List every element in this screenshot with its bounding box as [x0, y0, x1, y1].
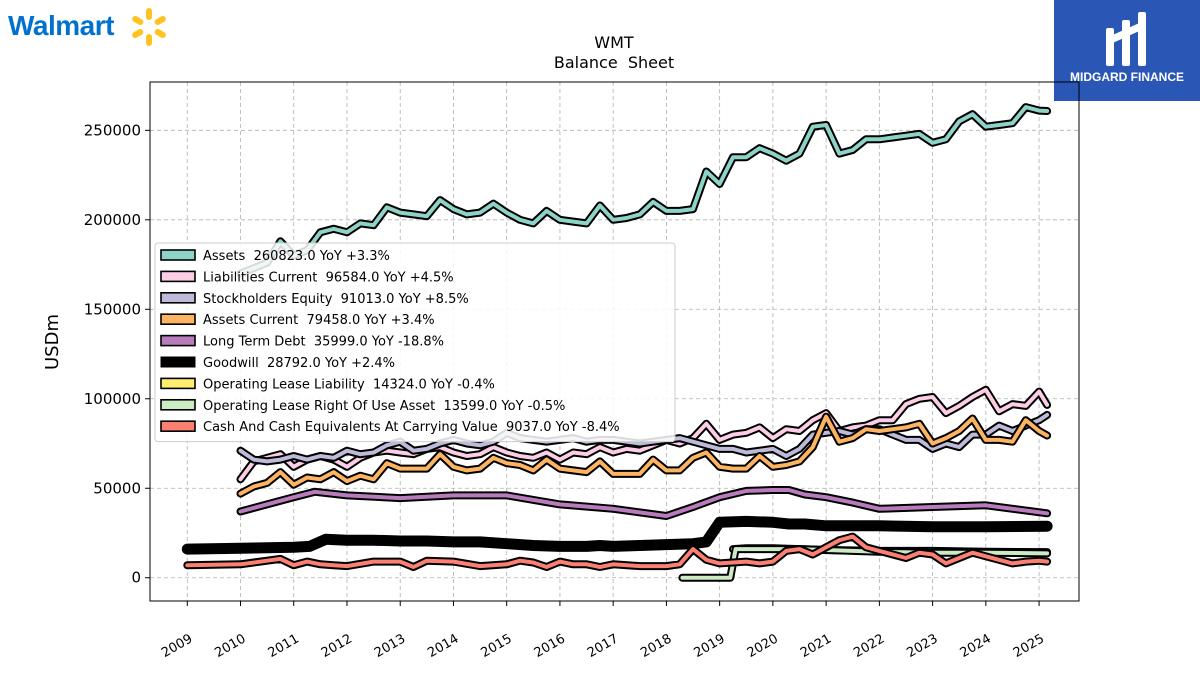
x-tick-label: 2012: [319, 631, 355, 661]
legend-swatch-0: [160, 249, 196, 261]
x-tick-label: 2010: [212, 631, 248, 661]
x-tick-label: 2011: [266, 631, 302, 661]
legend: Assets 260823.0 YoY +3.3% Liabilities Cur…: [154, 242, 676, 443]
y-tick-label: 100000: [84, 390, 141, 408]
x-tick-label: 2024: [958, 631, 994, 661]
x-tick-label: 2021: [798, 631, 834, 661]
legend-label-2: Stockholders Equity 91013.0 YoY +8.5%: [203, 292, 469, 307]
series-5-line: [183, 517, 1051, 553]
series-2: [236, 410, 1052, 466]
midgard-finance-logo: MIDGARD FINANCE: [1054, 0, 1200, 101]
x-tick-label: 2009: [159, 631, 195, 661]
series-2-line: [238, 412, 1050, 464]
y-tick-label: 250000: [84, 121, 141, 139]
legend-label-3: Assets Current 79458.0 YoY +3.4%: [203, 313, 435, 328]
legend-swatch-3: [160, 313, 196, 326]
x-tick-label: 2014: [425, 631, 461, 661]
legend-label-6: Operating Lease Liability 14324.0 YoY -0…: [203, 377, 495, 392]
midgard-logo-text: MIDGARD FINANCE: [1070, 70, 1184, 84]
y-tick-label: 150000: [84, 300, 141, 318]
y-tick-label: 0: [131, 569, 141, 587]
legend-swatch-2: [160, 291, 196, 304]
walmart-logo-text: Walmart: [8, 10, 114, 41]
x-tick-label: 2015: [479, 631, 515, 661]
plot-frame: [149, 81, 1080, 602]
legend-swatch-8: [160, 420, 196, 433]
x-tick-label: 2018: [638, 631, 674, 661]
legend-swatch-6: [160, 377, 196, 390]
series-0: [236, 103, 1052, 278]
series-3-line: [238, 414, 1050, 496]
series-4: [236, 486, 1052, 520]
series-8-line: [185, 534, 1050, 569]
legend-swatch-5: [160, 356, 196, 368]
midgard-mark-icon: [1106, 12, 1146, 66]
legend-label-5: Goodwill 28792.0 YoY +2.4%: [203, 356, 395, 371]
legend-swatch-7: [160, 398, 196, 411]
x-tick-label: 2022: [851, 631, 887, 661]
legend-swatch-1: [160, 270, 196, 283]
y-axis-label: USDm: [42, 314, 63, 370]
legend-label-0: Assets 260823.0 YoY +3.3%: [203, 249, 390, 264]
series-8: [183, 532, 1052, 571]
y-tick-label: 50000: [93, 479, 141, 497]
legend-box: [154, 242, 676, 443]
chart-subtitle: Balance Sheet: [554, 53, 674, 72]
x-tick-label: 2023: [904, 631, 940, 661]
legend-label-4: Long Term Debt 35999.0 YoY -18.8%: [203, 335, 444, 350]
series-3: [236, 412, 1052, 498]
x-tick-label: 2025: [1011, 631, 1047, 661]
x-tick-label: 2016: [532, 631, 568, 661]
x-tick-label: 2020: [745, 631, 781, 661]
x-tick-label: 2013: [372, 631, 408, 661]
x-tick-label: 2019: [691, 631, 727, 661]
series-7: [678, 545, 1052, 582]
series-7-line: [680, 547, 1050, 580]
legend-swatch-4: [160, 334, 196, 347]
x-tick-label: 2017: [585, 631, 621, 661]
walmart-logo: Walmart: [4, 4, 174, 46]
chart-title: WMT: [594, 33, 634, 52]
series-0-line: [238, 105, 1050, 276]
legend-label-1: Liabilities Current 96584.0 YoY +4.5%: [203, 270, 454, 285]
legend-label-8: Cash And Cash Equivalents At Carrying Va…: [203, 420, 620, 435]
y-tick-label: 200000: [84, 211, 141, 229]
series-lines: [181, 103, 1053, 582]
walmart-spark-icon: [132, 8, 166, 46]
legend-label-7: Operating Lease Right Of Use Asset 13599…: [203, 399, 565, 414]
series-5: [181, 515, 1053, 555]
series-4-line: [238, 488, 1050, 518]
